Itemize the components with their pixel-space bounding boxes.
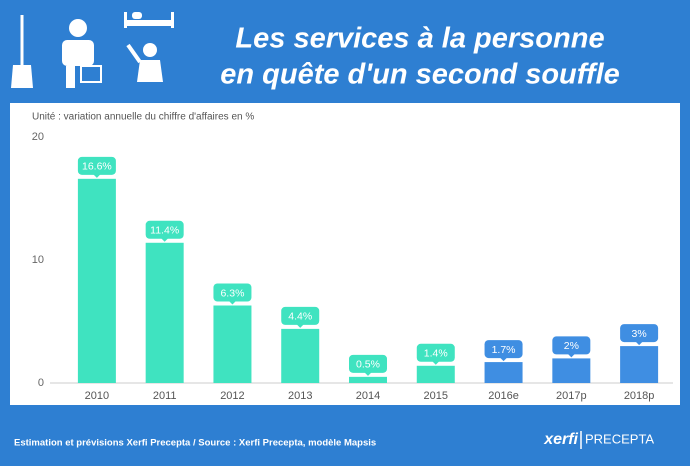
- bar: [416, 365, 455, 383]
- value-label: 11.4%: [150, 225, 179, 237]
- x-tick-label: 2014: [356, 390, 380, 402]
- value-label: 2%: [564, 340, 579, 352]
- icons: [11, 12, 174, 88]
- y-tick-label: 20: [32, 131, 44, 143]
- x-tick-label: 2010: [85, 390, 109, 402]
- footer: Estimation et prévisions Xerfi Precepta …: [14, 438, 376, 449]
- y-tick-label: 0: [38, 377, 44, 389]
- bar: [349, 376, 387, 383]
- subtitle: Unité : variation annuelle du chiffre d'…: [32, 112, 254, 123]
- label-box: [416, 343, 455, 362]
- label-box: [77, 156, 116, 175]
- x-tick-label: 2011: [153, 390, 177, 402]
- value-label: 1.4%: [424, 348, 448, 360]
- bar: [281, 328, 320, 383]
- value-label: 4.4%: [288, 311, 312, 323]
- label-box: [484, 340, 523, 359]
- y-tick-label: 10: [32, 254, 44, 266]
- title-line: Les services à la personne: [235, 23, 604, 55]
- title-line: en quête d'un second souffle: [220, 59, 620, 91]
- label-box: [552, 336, 591, 355]
- label-box: [620, 324, 659, 343]
- x-tick-label: 2017p: [556, 390, 587, 402]
- label-box: [145, 220, 184, 239]
- label-box: [213, 283, 252, 302]
- value-label: 0.5%: [356, 359, 380, 371]
- x-tick-label: 2016e: [488, 390, 519, 402]
- x-tick-label: 2013: [288, 390, 312, 402]
- value-label: 6.3%: [220, 287, 244, 299]
- value-label: 16.6%: [82, 161, 112, 173]
- value-label: 1.7%: [492, 344, 516, 356]
- label-box: [281, 306, 320, 325]
- x-tick-label: 2015: [424, 390, 448, 402]
- logo-xerfi: xerfi: [543, 431, 578, 448]
- x-tick-label: 2018p: [624, 390, 655, 402]
- value-label: 3%: [632, 328, 647, 340]
- panel: [10, 103, 680, 405]
- x-tick-label: 2012: [220, 390, 244, 402]
- bar: [77, 178, 116, 383]
- label-box: [349, 354, 387, 373]
- bar: [552, 358, 591, 383]
- bar: [620, 346, 659, 383]
- bar: [484, 362, 523, 383]
- bar: [145, 242, 184, 383]
- logo-precepta: PRECEPTA: [585, 431, 654, 446]
- bar: [213, 305, 252, 383]
